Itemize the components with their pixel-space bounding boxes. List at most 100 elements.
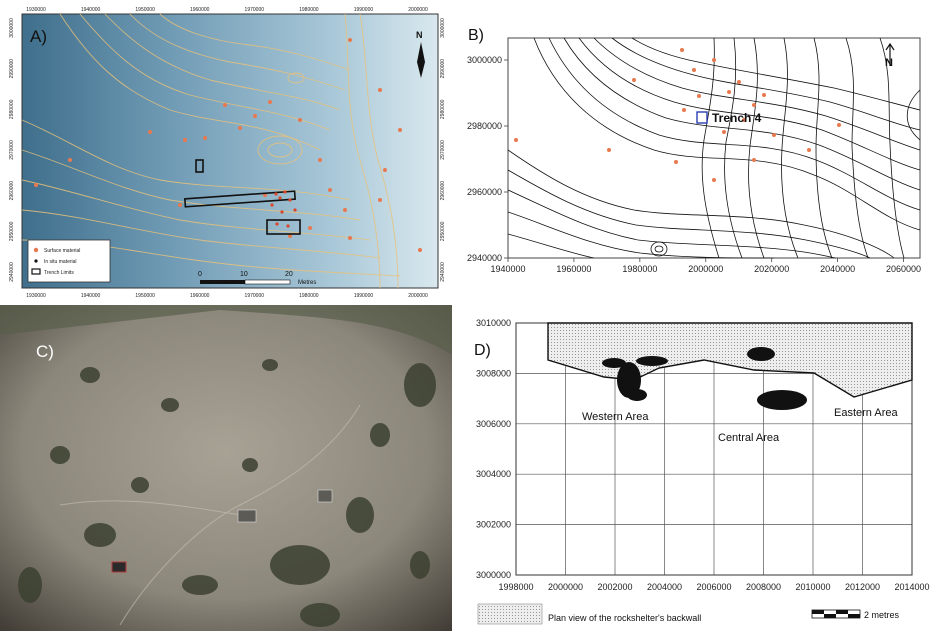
north-arrow-a: N bbox=[416, 30, 425, 78]
y-ticks-a-right: 3000000 2990000 2980000 2970000 2960000 29500… bbox=[440, 18, 446, 282]
y-tick-a-left: 3000000 bbox=[9, 18, 15, 38]
x-tick-d: 2008000 bbox=[746, 582, 781, 592]
scale-a-0: 0 bbox=[198, 271, 202, 278]
legend-backwall-text: Plan view of the rockshelter's backwall bbox=[548, 613, 701, 623]
western-area-label: Western Area bbox=[582, 411, 649, 423]
x-tick-d: 2012000 bbox=[845, 582, 880, 592]
x-tick-b: 2060000 bbox=[886, 264, 921, 274]
y-tick-d: 3004000 bbox=[476, 469, 511, 479]
y-tick-d: 3010000 bbox=[476, 318, 511, 328]
y-tick-a-left: 2950000 bbox=[9, 221, 15, 241]
central-area-points bbox=[747, 347, 807, 410]
y-tick-a-right: 2990000 bbox=[440, 59, 446, 79]
panel-d-plan-map: Western Area Central Area Eastern Area 1… bbox=[454, 305, 934, 631]
legend-trench-symbol bbox=[31, 268, 41, 275]
north-a-label: N bbox=[416, 30, 423, 40]
aerial-photo-svg: C) bbox=[0, 305, 452, 631]
panel-a-label: A) bbox=[30, 27, 47, 46]
y-tick-b: 2960000 bbox=[467, 187, 502, 197]
x-ticks-a-bottom: 1930000 1940000 1950000 1960000 1970000 19800… bbox=[26, 293, 428, 299]
panel-b-label: B) bbox=[468, 27, 484, 44]
y-tick-a-left: 2940000 bbox=[9, 262, 15, 282]
y-tick-b: 2980000 bbox=[467, 121, 502, 131]
scale-a-10: 10 bbox=[240, 271, 248, 278]
y-tick-a-left: 2960000 bbox=[9, 181, 15, 201]
panel-c-aerial-photo: C) bbox=[0, 305, 452, 631]
x-ticks-b: 1940000 1960000 1980000 2000000 2020000 20400… bbox=[490, 258, 921, 274]
y-tick-b: 3000000 bbox=[467, 55, 502, 65]
legend-a: Surface material In situ material Trench… bbox=[27, 239, 111, 283]
north-b-label: N bbox=[885, 57, 893, 69]
panel-a-svg: 1930000 1940000 1950000 1960000 1970000 19800… bbox=[0, 0, 452, 305]
y-tick-a-right: 3000000 bbox=[440, 18, 446, 38]
panel-c-label: C) bbox=[36, 342, 54, 361]
trench-4-label: Trench 4 bbox=[712, 111, 762, 125]
y-ticks-d: 3010000 3008000 3006000 3004000 3002000 30000… bbox=[476, 318, 511, 580]
x-tick-d: 2014000 bbox=[894, 582, 929, 592]
y-tick-a-left: 2980000 bbox=[9, 99, 15, 119]
y-ticks-b: 3000000 2980000 2960000 2940000 bbox=[467, 55, 508, 263]
legend-insitu-text: In situ material bbox=[44, 259, 77, 265]
scale-a-unit: Metres bbox=[298, 280, 316, 286]
x-tick-a-top: 1950000 bbox=[135, 7, 155, 13]
paths bbox=[59, 404, 361, 626]
shrubs bbox=[18, 359, 436, 627]
surface-material-points-a bbox=[34, 38, 422, 252]
y-tick-a-left: 2970000 bbox=[9, 140, 15, 160]
y-tick-a-right: 2970000 bbox=[440, 140, 446, 160]
legend-trench-text: Trench Limits bbox=[44, 270, 74, 276]
eastern-area-label: Eastern Area bbox=[834, 407, 898, 419]
central-area-label: Central Area bbox=[718, 432, 780, 444]
x-tick-a-bottom: 1970000 bbox=[245, 293, 265, 299]
x-tick-a-bottom: 1940000 bbox=[81, 293, 101, 299]
x-tick-a-top: 1970000 bbox=[245, 7, 265, 13]
y-tick-a-right: 2960000 bbox=[440, 181, 446, 201]
surface-material-points-b bbox=[514, 48, 841, 182]
x-tick-a-top: 1940000 bbox=[81, 7, 101, 13]
panel-b-contour-map: Trench 4 1940000 1960000 1980000 2000000 202… bbox=[454, 0, 934, 305]
x-tick-a-top: 1990000 bbox=[354, 7, 374, 13]
x-tick-b: 1980000 bbox=[622, 264, 657, 274]
panel-a-contour-map: 1930000 1940000 1950000 1960000 1970000 19800… bbox=[0, 0, 452, 305]
scale-bar-d: 2 metres bbox=[811, 609, 900, 620]
x-tick-a-top: 1930000 bbox=[26, 7, 46, 13]
excavation-trenches-photo bbox=[111, 489, 333, 573]
y-tick-a-right: 2950000 bbox=[440, 221, 446, 241]
x-tick-d: 2004000 bbox=[647, 582, 682, 592]
x-tick-a-top: 2000000 bbox=[408, 7, 428, 13]
panel-b-svg: Trench 4 1940000 1960000 1980000 2000000 202… bbox=[454, 0, 934, 305]
x-ticks-a-top: 1930000 1940000 1950000 1960000 1970000 19800… bbox=[26, 7, 428, 13]
legend-backwall-swatch bbox=[477, 603, 543, 625]
in-situ-material-a bbox=[270, 190, 297, 228]
trench-limits-a bbox=[184, 159, 301, 235]
rockshelter-backwall bbox=[547, 322, 913, 398]
x-tick-d: 1998000 bbox=[498, 582, 533, 592]
x-tick-a-bottom: 1950000 bbox=[135, 293, 155, 299]
north-arrow-b: N bbox=[885, 42, 895, 69]
y-tick-a-right: 2980000 bbox=[440, 99, 446, 119]
legend-insitu-symbol bbox=[34, 259, 38, 263]
y-tick-a-right: 2940000 bbox=[440, 262, 446, 282]
x-tick-a-top: 1980000 bbox=[299, 7, 319, 13]
x-tick-b: 1960000 bbox=[556, 264, 591, 274]
x-tick-a-bottom: 2000000 bbox=[408, 293, 428, 299]
x-tick-d: 2010000 bbox=[795, 582, 830, 592]
x-tick-b: 2040000 bbox=[820, 264, 855, 274]
x-tick-b: 1940000 bbox=[490, 264, 525, 274]
trench-4-box bbox=[696, 111, 708, 124]
x-tick-a-top: 1960000 bbox=[190, 7, 210, 13]
y-tick-d: 3008000 bbox=[476, 368, 511, 378]
scale-bar-a: 0 10 20 Metres bbox=[198, 271, 316, 286]
north-arrow-a-icon bbox=[417, 42, 425, 78]
legend-surface-symbol bbox=[33, 247, 39, 253]
scale-a-20: 20 bbox=[285, 271, 293, 278]
y-tick-b: 2940000 bbox=[467, 253, 502, 263]
contour-lines-b bbox=[507, 37, 921, 259]
y-tick-d: 3002000 bbox=[476, 520, 511, 530]
y-tick-d: 3000000 bbox=[476, 570, 511, 580]
y-tick-d: 3006000 bbox=[476, 419, 511, 429]
x-tick-d: 2002000 bbox=[597, 582, 632, 592]
panel-d-svg: Western Area Central Area Eastern Area 1… bbox=[454, 305, 934, 631]
x-tick-a-bottom: 1930000 bbox=[26, 293, 46, 299]
x-tick-a-bottom: 1980000 bbox=[299, 293, 319, 299]
